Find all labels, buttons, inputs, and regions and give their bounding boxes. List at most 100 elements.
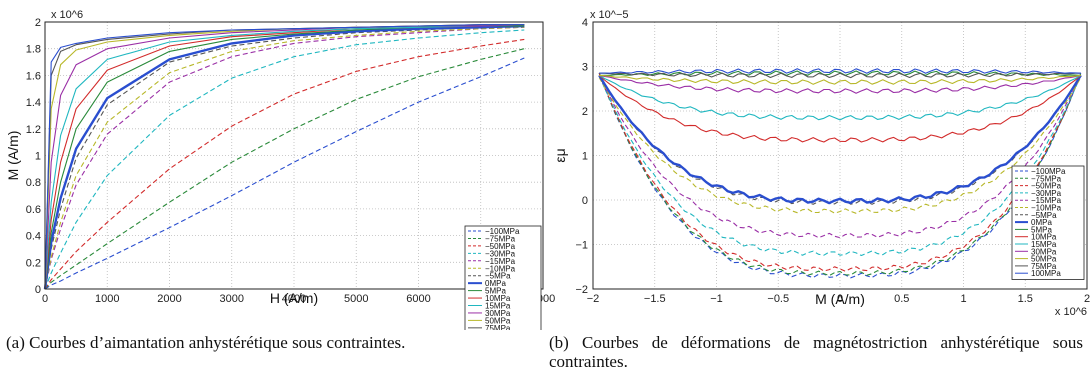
series-line-5 <box>44 26 525 290</box>
series-line-2 <box>44 38 525 290</box>
x-exponent-label: x 10^6 <box>1055 306 1087 318</box>
legend-entry: 100MPa <box>1031 269 1061 278</box>
y-tick-label: 0.6 <box>26 204 41 216</box>
x-axis-label: M (A/m) <box>815 291 865 307</box>
series-line-3 <box>44 29 525 290</box>
legend-entry: −75MPa <box>485 234 516 243</box>
plot-frame <box>44 21 544 290</box>
y-tick-label: 2 <box>35 17 41 29</box>
series-line-0 <box>598 73 1082 279</box>
y-tick-label: 4 <box>582 17 588 29</box>
x-tick-label: 1.5 <box>1018 293 1033 305</box>
legend-entry: 10MPa <box>1031 233 1057 242</box>
y-tick-label: −1 <box>575 240 588 252</box>
series-line-1 <box>44 48 525 290</box>
legend-entry: 15MPa <box>1031 240 1057 249</box>
x-tick-label: 2 <box>1084 293 1090 305</box>
series-line-1 <box>598 73 1082 277</box>
plot-frame <box>592 21 1088 290</box>
series-line-9 <box>598 74 1082 143</box>
legend-entry: −30MPa <box>1031 189 1062 198</box>
legend-entry: −10MPa <box>1031 204 1062 213</box>
legend-entry: −30MPa <box>485 249 516 258</box>
series-line-3 <box>598 75 1082 257</box>
x-tick-label: −2 <box>587 293 600 305</box>
series-line-14 <box>44 24 525 290</box>
y-tick-label: 0 <box>35 284 41 296</box>
legend-entry: 5MPa <box>1031 225 1052 234</box>
series-line-4 <box>44 26 525 290</box>
series-line-10 <box>44 24 525 290</box>
y-tick-label: 1.2 <box>26 124 41 136</box>
x-tick-label: 0 <box>42 293 48 305</box>
y-tick-label: 1.8 <box>26 44 41 56</box>
series-line-10 <box>598 74 1082 121</box>
series-line-7 <box>598 74 1082 205</box>
legend-entry: −50MPa <box>1031 182 1062 191</box>
x-tick-label: 6000 <box>406 293 430 305</box>
series-line-11 <box>599 74 1081 94</box>
y-tick-label: 2 <box>582 106 588 118</box>
legend-entry: 75MPa <box>1031 262 1057 271</box>
legend-entry: −75MPa <box>1031 174 1062 183</box>
x-tick-label: 1 <box>960 293 966 305</box>
y-axis-label: M (A/m) <box>5 131 21 181</box>
legend-entry: 30MPa <box>485 309 511 318</box>
y-tick-label: 1 <box>582 151 588 163</box>
y-tick-label: 1 <box>35 151 41 163</box>
series-line-14 <box>599 68 1081 74</box>
caption-b: (b) Courbes de déformations de magnétost… <box>549 333 1083 371</box>
series-line-8 <box>599 70 1081 76</box>
y-tick-label: 3 <box>582 62 588 74</box>
x-tick-label: −0.5 <box>767 293 789 305</box>
y-tick-label: 0.4 <box>26 231 41 243</box>
legend-entry: 5MPa <box>485 287 506 296</box>
series-line-0 <box>44 57 525 290</box>
legend-entry: 75MPa <box>485 324 511 330</box>
series-line-2 <box>598 72 1082 272</box>
series-line-13 <box>599 72 1081 79</box>
chart-magnetostriction: −2 −1.5 −1 −0.5 0 0.5 1 1.5 2 −2 −1 0 1 2 3 4 M (A/m) εμ x… <box>552 9 1090 318</box>
legend-entry: 0MPa <box>485 279 506 288</box>
legend-entry: −100MPa <box>485 227 520 236</box>
series-line-5 <box>598 77 1082 214</box>
caption-a: (a) Courbes d’aimantation anhystérétique… <box>6 333 406 352</box>
legend-entry: −15MPa <box>1031 196 1062 205</box>
legend-entry: 15MPa <box>485 302 511 311</box>
chart-magnetization: 01000200030004000500060007000800000.20.4… <box>5 9 555 330</box>
legend-entry: 0MPa <box>1031 218 1052 227</box>
x-tick-label: 3000 <box>220 293 244 305</box>
legend-entry: −5MPa <box>1031 211 1057 220</box>
y-exponent-label: x 10^6 <box>51 9 83 21</box>
legend-entry: 50MPa <box>485 316 511 325</box>
y-tick-label: 1.4 <box>26 97 41 109</box>
series-line-6 <box>44 25 525 290</box>
y-tick-label: 1.6 <box>26 70 41 82</box>
x-tick-label: 0.5 <box>894 293 909 305</box>
legend-entry: −50MPa <box>485 242 516 251</box>
x-tick-label: −1 <box>710 293 723 305</box>
x-tick-label: 5000 <box>344 293 368 305</box>
y-tick-label: 0 <box>582 195 588 207</box>
legend-entry: 10MPa <box>485 294 511 303</box>
y-tick-label: 0.8 <box>26 177 41 189</box>
y-exponent-label: x 10^−5 <box>590 9 629 21</box>
legend-entry: −15MPa <box>485 257 516 266</box>
legend-entry: −100MPa <box>1031 167 1066 176</box>
x-axis-label: H (A/m) <box>270 290 318 306</box>
x-tick-label: 0 <box>837 293 843 305</box>
legend-entry: −10MPa <box>485 264 516 273</box>
series-line-12 <box>599 74 1081 85</box>
y-axis-label: εμ <box>552 148 568 162</box>
y-tick-label: −2 <box>575 284 588 296</box>
legend-entry: 30MPa <box>1031 247 1057 256</box>
x-tick-label: 4000 <box>282 293 306 305</box>
figure-canvas: 01000200030004000500060007000800000.20.4… <box>5 9 1090 330</box>
y-tick-label: 0.2 <box>26 257 41 269</box>
x-tick-label: 1000 <box>95 293 119 305</box>
x-tick-label: 2000 <box>157 293 181 305</box>
legend-entry: 50MPa <box>1031 255 1057 264</box>
series-line-7 <box>43 24 525 290</box>
series-line-4 <box>598 75 1082 239</box>
x-tick-label: −1.5 <box>644 293 666 305</box>
